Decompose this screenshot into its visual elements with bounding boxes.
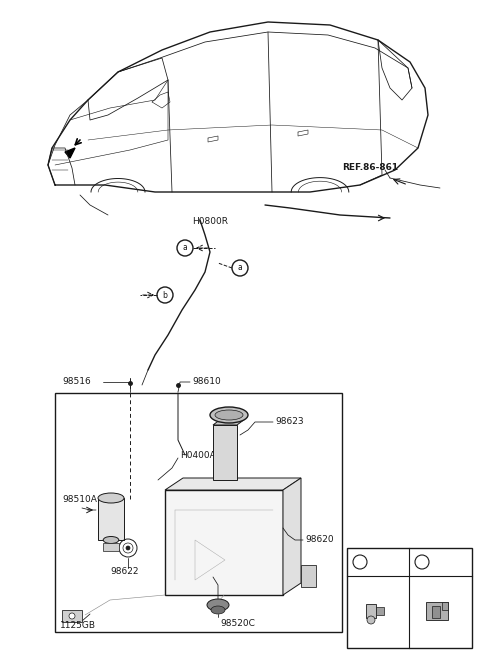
Text: 98635: 98635: [434, 558, 463, 566]
Bar: [62, 610, 82, 622]
Polygon shape: [213, 419, 245, 425]
Ellipse shape: [207, 599, 229, 611]
Text: 1125GB: 1125GB: [60, 620, 96, 629]
Circle shape: [126, 546, 130, 550]
Text: 98622: 98622: [111, 568, 139, 576]
Ellipse shape: [98, 493, 124, 503]
Text: REF.86-861: REF.86-861: [342, 162, 398, 171]
Text: 98516: 98516: [62, 378, 91, 386]
Bar: [98, 498, 124, 540]
Text: 98510A: 98510A: [62, 495, 97, 505]
Text: b: b: [163, 290, 168, 300]
Bar: [376, 607, 384, 615]
Bar: [103, 543, 119, 551]
Bar: [426, 602, 448, 620]
Bar: [366, 604, 376, 618]
Bar: [165, 490, 283, 595]
Polygon shape: [65, 148, 75, 158]
Text: H0800R: H0800R: [192, 217, 228, 227]
Ellipse shape: [215, 410, 243, 420]
Polygon shape: [283, 478, 301, 595]
Ellipse shape: [103, 537, 119, 543]
Ellipse shape: [211, 606, 225, 614]
Text: 98620: 98620: [305, 535, 334, 545]
Bar: [432, 606, 440, 618]
Bar: [301, 565, 316, 587]
Text: b: b: [420, 558, 424, 566]
Text: H0400A: H0400A: [180, 451, 216, 459]
Text: a: a: [238, 263, 242, 273]
Text: 81199: 81199: [372, 558, 401, 566]
Bar: [347, 548, 472, 648]
Bar: [442, 602, 448, 610]
Bar: [213, 425, 237, 480]
Text: a: a: [358, 558, 362, 566]
Text: a: a: [182, 244, 187, 252]
Circle shape: [367, 616, 375, 624]
Text: 98610: 98610: [192, 378, 221, 386]
Text: 98520C: 98520C: [220, 618, 255, 627]
Circle shape: [69, 613, 75, 619]
Text: 98623: 98623: [275, 417, 304, 426]
Polygon shape: [165, 478, 301, 490]
Bar: [55, 393, 342, 632]
Ellipse shape: [210, 407, 248, 423]
